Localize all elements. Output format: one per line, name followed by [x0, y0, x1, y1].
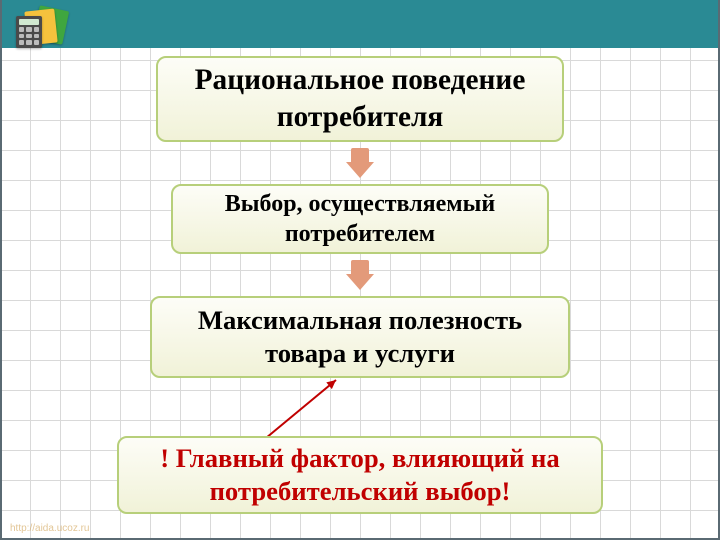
- box-main-factor: ! Главный фактор, влияющий на потребител…: [117, 436, 603, 514]
- box-text: Выбор, осуществляемый потребителем: [191, 189, 529, 249]
- arrow-stem-2: [351, 260, 369, 274]
- banner-fill: [0, 0, 720, 48]
- box-rational-behavior: Рациональное поведение потребителя: [156, 56, 564, 142]
- box-text: ! Главный фактор, влияющий на потребител…: [137, 442, 583, 509]
- box-text: Рациональное поведение потребителя: [176, 62, 544, 135]
- box-text: Максимальная полезность товара и услуги: [170, 304, 550, 371]
- diagram-content: Рациональное поведение потребителя Выбор…: [0, 50, 720, 540]
- box-max-utility: Максимальная полезность товара и услуги: [150, 296, 570, 378]
- arrow-down-icon: [346, 162, 374, 178]
- arrow-stem-1: [351, 148, 369, 162]
- box-choice: Выбор, осуществляемый потребителем: [171, 184, 549, 254]
- top-banner: [0, 0, 720, 48]
- watermark: http://aida.ucoz.ru: [10, 523, 90, 534]
- arrow-down-icon: [346, 274, 374, 290]
